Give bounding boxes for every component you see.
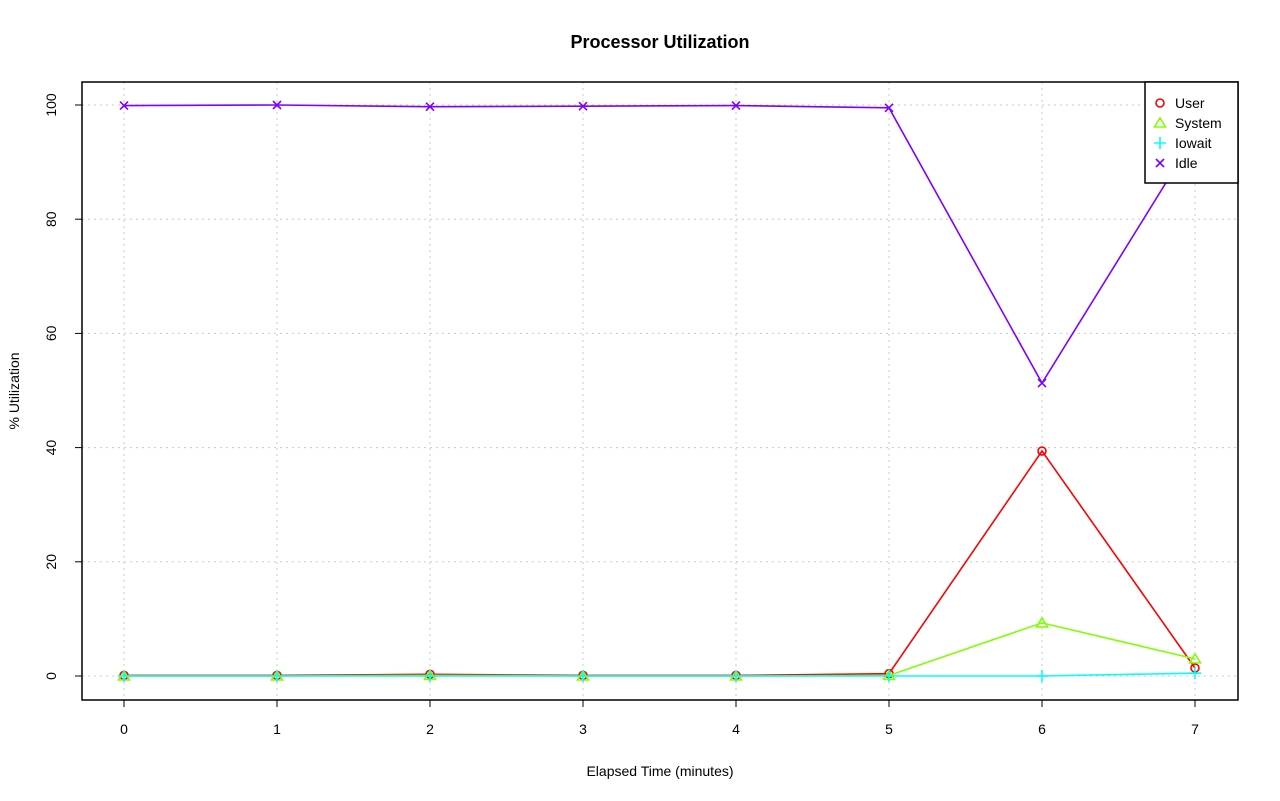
data-point-user <box>1037 446 1047 456</box>
data-point-idle <box>731 101 741 111</box>
y-tick-label: 40 <box>43 440 59 456</box>
data-point-idle <box>1037 378 1047 388</box>
data-point-idle <box>119 101 129 111</box>
series-group <box>117 100 1202 682</box>
series-system <box>117 616 1202 681</box>
y-tick-label: 0 <box>43 672 59 680</box>
data-point-iowait <box>118 670 130 682</box>
plot-frame <box>81 81 1239 701</box>
series-idle <box>119 100 1200 388</box>
data-point-iowait <box>424 670 436 682</box>
data-point-iowait <box>730 670 742 682</box>
x-axis-label: Elapsed Time (minutes) <box>586 763 733 779</box>
data-point-idle <box>272 100 282 110</box>
series-line-iowait <box>124 672 1196 677</box>
legend-marker-system <box>1153 116 1167 128</box>
data-point-idle <box>884 103 894 113</box>
y-tick-label: 100 <box>43 93 59 117</box>
y-axis-label: % Utilization <box>6 352 22 429</box>
series-user <box>119 446 1200 681</box>
x-tick-label: 1 <box>273 721 281 737</box>
legend-label-user: User <box>1175 95 1205 111</box>
data-point-iowait <box>1036 670 1048 682</box>
x-tick-label: 0 <box>120 721 128 737</box>
x-tick-label: 2 <box>426 721 434 737</box>
data-point-idle <box>425 102 435 112</box>
chart-title: Processor Utilization <box>570 32 749 52</box>
legend-label-iowait: Iowait <box>1175 135 1212 151</box>
x-tick-label: 6 <box>1038 721 1046 737</box>
y-tick-label: 80 <box>43 211 59 227</box>
data-point-system <box>1035 616 1049 628</box>
x-tick-label: 4 <box>732 721 740 737</box>
x-tick-label: 7 <box>1191 721 1199 737</box>
x-tick-label: 3 <box>579 721 587 737</box>
legend-marker-user <box>1155 98 1165 108</box>
data-point-system <box>1188 652 1202 664</box>
legend-box <box>1144 81 1239 184</box>
series-line-user <box>124 449 1196 677</box>
legend-marker-idle <box>1155 158 1165 168</box>
legend: User System Iowait Idle <box>1144 81 1239 184</box>
grid <box>82 82 1238 700</box>
data-point-idle <box>578 101 588 111</box>
y-tick-label: 60 <box>43 325 59 341</box>
data-point-iowait <box>883 670 895 682</box>
legend-marker-iowait <box>1154 137 1166 149</box>
data-point-iowait <box>577 670 589 682</box>
y-tick-label: 20 <box>43 554 59 570</box>
legend-label-system: System <box>1175 115 1222 131</box>
series-line-system <box>124 622 1196 677</box>
x-tick-label: 5 <box>885 721 893 737</box>
series-line-idle <box>123 104 1196 385</box>
data-point-iowait <box>1189 667 1201 680</box>
data-point-iowait <box>271 670 283 682</box>
legend-label-idle: Idle <box>1175 155 1198 171</box>
series-iowait <box>118 667 1201 682</box>
axes: 0 1 2 3 4 5 6 7 0 20 40 60 80 100 <box>43 93 1199 737</box>
